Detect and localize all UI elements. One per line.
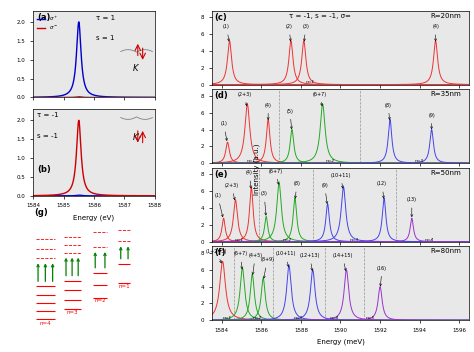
Text: K: K <box>133 64 138 74</box>
Text: (6+7): (6+7) <box>269 169 283 184</box>
Text: (5): (5) <box>286 109 293 129</box>
Text: (g): (g) <box>35 208 48 218</box>
Text: (3): (3) <box>302 24 309 41</box>
Text: s = -1: s = -1 <box>37 133 58 139</box>
Text: n=4: n=4 <box>330 316 339 320</box>
Text: (1): (1) <box>214 193 223 217</box>
Text: n=3: n=3 <box>415 159 424 163</box>
Text: (4): (4) <box>264 103 272 120</box>
Text: R=20nm: R=20nm <box>431 13 462 19</box>
Text: (13): (13) <box>407 197 417 217</box>
Text: n=2: n=2 <box>253 316 262 320</box>
Text: R=35nm: R=35nm <box>431 91 462 98</box>
Text: (6+7): (6+7) <box>313 92 327 106</box>
Text: (4): (4) <box>246 170 253 188</box>
Text: (9): (9) <box>321 183 328 203</box>
Text: (1+2+3): (1+2+3) <box>206 249 228 263</box>
Text: n=1: n=1 <box>247 159 256 163</box>
Text: (8): (8) <box>293 181 301 198</box>
Text: n=3: n=3 <box>350 238 359 241</box>
Text: (c): (c) <box>214 13 227 22</box>
Text: (b): (b) <box>37 165 51 175</box>
Text: n=4: n=4 <box>425 238 434 241</box>
Text: Intensity (a.u.): Intensity (a.u.) <box>254 143 260 195</box>
Text: s = 1: s = 1 <box>96 35 115 41</box>
Text: (4): (4) <box>432 24 439 41</box>
Text: τ = -1, s = -1, σ=: τ = -1, s = -1, σ= <box>289 13 351 19</box>
Text: n=2: n=2 <box>94 298 106 303</box>
Text: R=80nm: R=80nm <box>431 249 462 254</box>
Text: (8+9): (8+9) <box>260 257 274 278</box>
Text: n=1: n=1 <box>306 80 315 84</box>
Text: n=1: n=1 <box>235 238 244 241</box>
Text: (1): (1) <box>223 24 230 41</box>
Text: (12+13): (12+13) <box>300 253 320 270</box>
Text: τ = 1: τ = 1 <box>96 15 116 21</box>
X-axis label: Energy (meV): Energy (meV) <box>317 339 365 345</box>
Text: (4+5): (4+5) <box>248 253 262 274</box>
X-axis label: Energy (eV): Energy (eV) <box>73 214 115 221</box>
Text: (2+3): (2+3) <box>237 92 251 106</box>
Text: (d): (d) <box>214 91 228 100</box>
Text: (e): (e) <box>214 170 228 179</box>
Text: (9): (9) <box>428 113 435 129</box>
Text: (8): (8) <box>384 103 392 120</box>
Text: (10+11): (10+11) <box>276 251 296 266</box>
Text: (12): (12) <box>377 181 387 198</box>
Text: (1): (1) <box>220 121 228 140</box>
Text: (10+11): (10+11) <box>330 173 351 188</box>
Text: (6+7): (6+7) <box>233 251 247 269</box>
Text: R=50nm: R=50nm <box>431 170 462 176</box>
Text: (16): (16) <box>377 266 387 286</box>
Text: (3): (3) <box>261 191 268 215</box>
Text: (f): (f) <box>214 249 226 257</box>
Text: (a): (a) <box>37 13 50 22</box>
Text: (2+3): (2+3) <box>225 183 238 200</box>
Legend: $\sigma^+$, $\sigma^-$: $\sigma^+$, $\sigma^-$ <box>36 13 59 32</box>
Text: n=4: n=4 <box>39 321 51 326</box>
Text: n=1: n=1 <box>223 316 232 320</box>
Text: (2): (2) <box>285 24 292 41</box>
Text: n=3: n=3 <box>294 316 303 320</box>
Text: τ = -1: τ = -1 <box>37 112 58 118</box>
Text: n=2: n=2 <box>326 159 335 163</box>
Text: n=3: n=3 <box>66 310 78 315</box>
Text: n=1: n=1 <box>118 284 130 289</box>
Text: (14+15): (14+15) <box>332 253 353 271</box>
Text: n=5: n=5 <box>365 316 375 320</box>
Text: n=2: n=2 <box>283 238 292 241</box>
Text: K': K' <box>133 133 141 142</box>
